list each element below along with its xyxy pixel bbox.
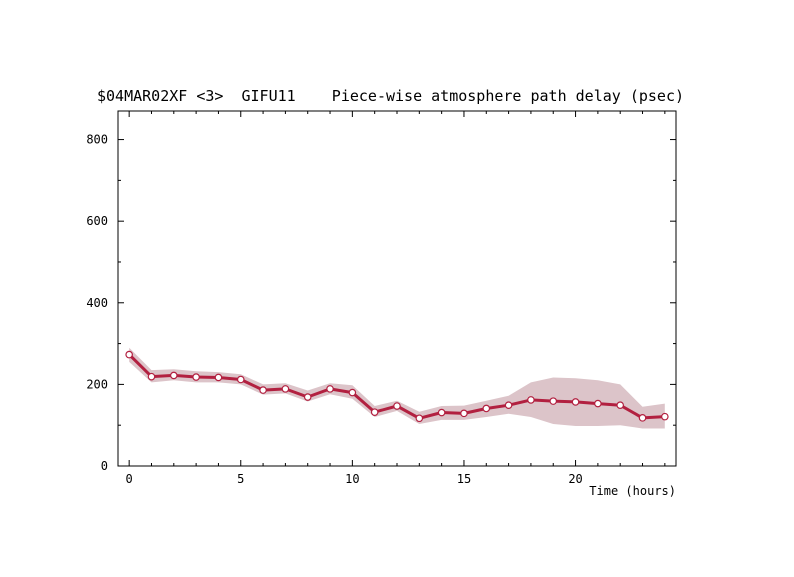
y-tick-label: 800 — [86, 133, 108, 147]
data-point — [393, 402, 401, 410]
chart-title: $04MAR02XF <3> GIFU11 Piece-wise atmosph… — [97, 87, 684, 105]
uncertainty-band — [129, 347, 665, 429]
y-tick-label: 600 — [86, 214, 108, 228]
x-axis-label: Time (hours) — [589, 484, 676, 498]
axes: 0 200 400 600 800 0 5 10 15 20 — [86, 111, 676, 486]
x-tick-label: 15 — [457, 472, 471, 486]
data-point — [437, 408, 446, 417]
data-point — [571, 398, 580, 406]
y-tick-label: 200 — [86, 377, 108, 391]
data-point — [125, 350, 133, 359]
data-point — [504, 401, 513, 410]
plot-area — [125, 347, 669, 429]
data-point — [661, 412, 669, 421]
data-point — [236, 375, 245, 384]
data-point — [170, 371, 178, 380]
data-point — [616, 401, 625, 410]
x-tick-label: 0 — [126, 472, 133, 486]
data-point — [482, 404, 491, 413]
x-tick-label: 20 — [568, 472, 582, 486]
x-tick-label: 5 — [237, 472, 244, 486]
data-point — [370, 408, 379, 416]
data-point — [303, 393, 312, 401]
data-point — [326, 385, 334, 393]
data-point — [192, 373, 200, 381]
data-point — [415, 414, 424, 423]
data-point — [638, 414, 647, 422]
data-point — [348, 388, 357, 397]
data-point — [527, 396, 535, 404]
data-point — [594, 399, 602, 408]
data-point — [460, 409, 468, 418]
y-tick-label: 0 — [101, 459, 108, 473]
y-tick-label: 400 — [86, 296, 108, 310]
x-tick-label: 10 — [345, 472, 359, 486]
data-point — [147, 372, 156, 381]
data-point — [281, 385, 290, 393]
data-point — [214, 373, 223, 382]
data-point — [549, 397, 558, 405]
data-point — [259, 386, 267, 394]
